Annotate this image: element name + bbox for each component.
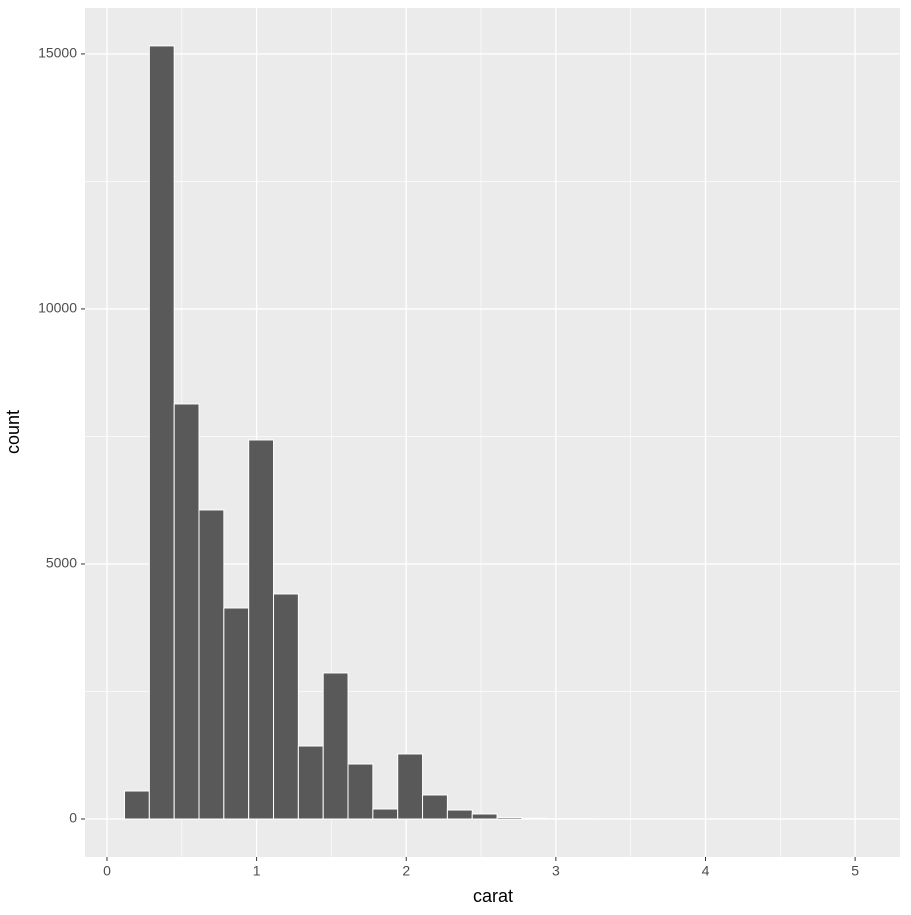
bar: [125, 791, 150, 819]
bar: [472, 814, 497, 819]
bar: [373, 809, 398, 819]
x-axis-title: carat: [473, 886, 513, 906]
bar: [249, 440, 274, 819]
y-axis-title: count: [3, 410, 23, 454]
y-tick-label: 5000: [46, 555, 77, 571]
x-tick-label: 3: [552, 863, 560, 879]
bar: [398, 754, 423, 819]
bar: [348, 764, 373, 819]
y-tick-label: 10000: [38, 300, 77, 316]
x-tick-label: 4: [702, 863, 710, 879]
bar: [423, 795, 448, 819]
bar: [224, 608, 249, 819]
x-tick-label: 2: [402, 863, 410, 879]
bar: [298, 746, 323, 819]
y-tick-label: 15000: [38, 45, 77, 61]
bar: [174, 404, 199, 819]
bar: [522, 818, 547, 819]
x-tick-label: 0: [103, 863, 111, 879]
bar: [199, 510, 224, 819]
bar: [149, 46, 174, 819]
bar: [323, 673, 348, 819]
x-tick-label: 1: [253, 863, 261, 879]
x-tick-label: 5: [851, 863, 859, 879]
bar: [274, 594, 299, 819]
y-tick-label: 0: [69, 810, 77, 826]
bar: [497, 817, 522, 819]
bar: [447, 810, 472, 819]
